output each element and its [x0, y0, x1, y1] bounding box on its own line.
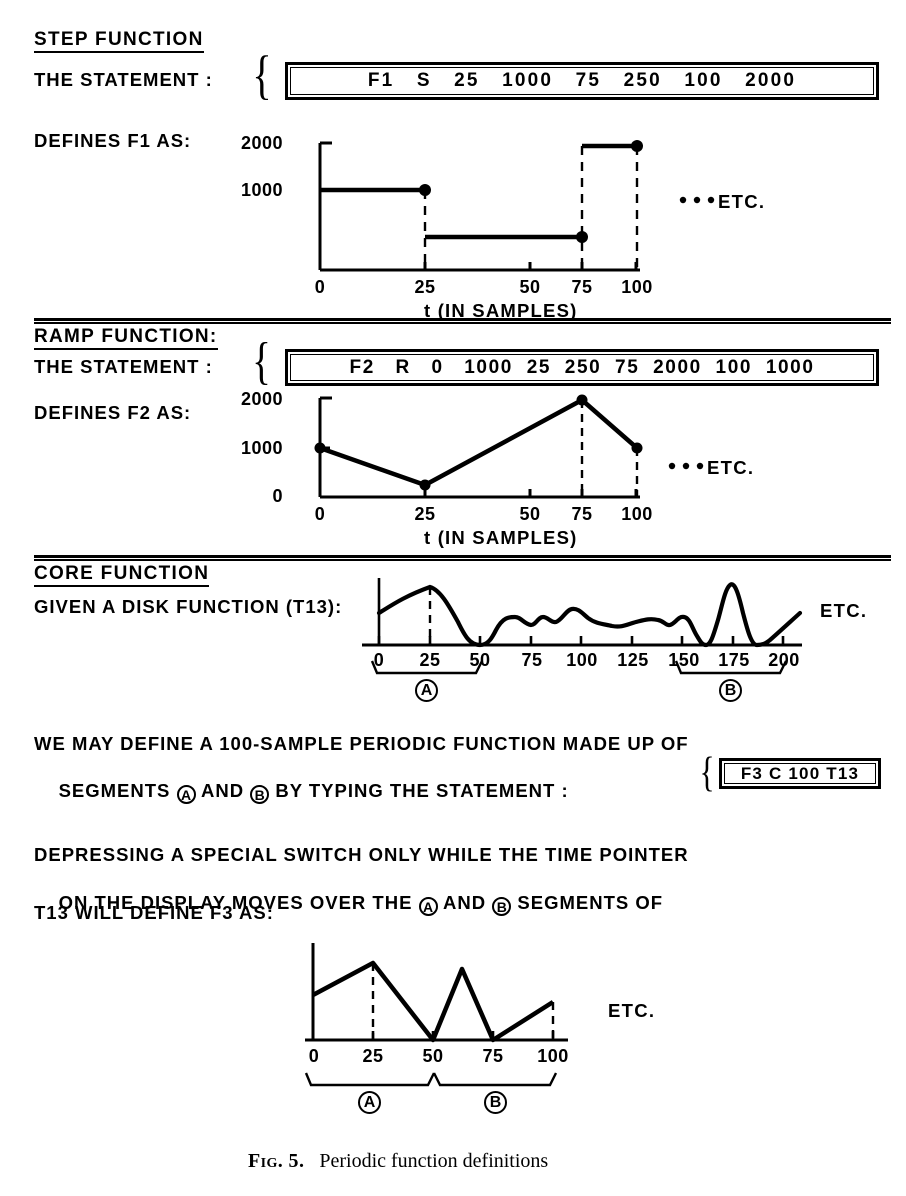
section-divider-1	[34, 318, 891, 324]
core-etc-label: ETC.	[820, 600, 868, 621]
step-function-chart	[318, 140, 715, 272]
result-x-tick-75: 75	[482, 1046, 504, 1066]
core-statement-brace: {	[699, 750, 715, 796]
ramp-y-tick-2000: 2000	[240, 389, 283, 409]
ramp-statement-brace: {	[252, 333, 271, 390]
core-x-tick-75: 75	[521, 650, 543, 670]
core-x-tick-0: 0	[373, 650, 385, 670]
result-x-tick-50: 50	[422, 1046, 444, 1066]
figure-page: STEP FUNCTION THE STATEMENT : { F1 S 25 …	[34, 30, 891, 1172]
core-inline2-segment-a-marker: A	[418, 897, 438, 917]
core-paragraph2-line3: T13 WILL DEFINE F3 AS:	[34, 902, 274, 923]
core-inline-segment-a-marker: A	[176, 785, 196, 805]
core-paragraph2-line2: ON THE DISPLAY MOVES OVER THE A AND B SE…	[34, 874, 663, 936]
result-x-tick-100: 100	[537, 1046, 569, 1066]
core-inline-segment-b-marker: B	[250, 785, 270, 805]
core-segment-a-marker: A	[415, 679, 438, 702]
step-x-axis-caption: t (IN SAMPLES)	[424, 300, 578, 321]
step-x-tick-0: 0	[314, 277, 326, 297]
figure-caption-text: Periodic function definitions	[319, 1150, 549, 1172]
core-given-lead: GIVEN A DISK FUNCTION (T13):	[34, 596, 343, 617]
step-x-tick-50: 50	[519, 277, 541, 297]
section-divider-2	[34, 555, 891, 561]
core-x-tick-25: 25	[419, 650, 441, 670]
step-x-tick-100: 100	[621, 277, 653, 297]
periodic-function-f3-chart	[304, 943, 568, 1087]
core-segment-b-marker: B	[719, 679, 742, 702]
ramp-function-chart	[314, 394, 704, 499]
result-segment-b-marker: B	[484, 1091, 507, 1114]
section-title-core-function: CORE FUNCTION	[34, 564, 210, 587]
ramp-x-tick-50: 50	[519, 504, 541, 524]
result-etc-label: ETC.	[608, 1000, 656, 1021]
section-title-step-function: STEP FUNCTION	[34, 30, 204, 53]
core-paragraph2-and-word: AND	[443, 892, 487, 914]
core-paragraph1-segments-word: SEGMENTS	[58, 780, 171, 802]
step-x-tick-25: 25	[414, 277, 436, 297]
result-x-tick-0: 0	[308, 1046, 320, 1066]
core-x-tick-175: 175	[718, 650, 750, 670]
ramp-x-axis-caption: t (IN SAMPLES)	[424, 527, 578, 548]
core-paragraph2-segments-words: SEGMENTS OF	[517, 892, 664, 914]
core-paragraph2-display-words: ON THE DISPLAY MOVES OVER THE	[58, 892, 413, 914]
step-statement-brace: {	[252, 45, 272, 105]
core-x-tick-125: 125	[617, 650, 649, 670]
ramp-defines-lead: DEFINES F2 AS:	[34, 402, 192, 423]
core-paragraph1-line2: SEGMENTS A AND B BY TYPING THE STATEMENT…	[34, 762, 569, 824]
core-x-tick-100: 100	[566, 650, 598, 670]
disk-function-t13-chart	[362, 578, 803, 675]
core-x-tick-200: 200	[768, 650, 800, 670]
ramp-y-tick-0: 0	[272, 486, 283, 506]
ramp-etc-label: ETC.	[707, 457, 755, 478]
ramp-statement-lead: THE STATEMENT :	[34, 356, 213, 377]
step-statement-text: F1 S 25 1000 75 250 100 2000	[367, 70, 797, 91]
core-paragraph1-typing-words: BY TYPING THE STATEMENT :	[275, 780, 569, 802]
ramp-x-tick-75: 75	[571, 504, 593, 524]
ramp-y-tick-1000: 1000	[240, 438, 283, 458]
figure-caption-number: Fig. 5.	[248, 1150, 305, 1172]
core-statement-box[interactable]: F3 C 100 T13	[719, 758, 881, 789]
core-inline2-segment-b-marker: B	[492, 897, 512, 917]
core-paragraph1-and-word: AND	[201, 780, 245, 802]
ramp-x-tick-0: 0	[314, 504, 326, 524]
step-defines-lead: DEFINES F1 AS:	[34, 130, 192, 151]
step-x-tick-75: 75	[571, 277, 593, 297]
step-etc-label: ETC.	[718, 191, 766, 212]
ramp-statement-text: F2 R 0 1000 25 250 75 2000 100 1000	[349, 356, 815, 378]
core-x-tick-150: 150	[668, 650, 700, 670]
figure-caption: Fig. 5. Periodic function definitions	[228, 1127, 548, 1196]
section-title-ramp-function: RAMP FUNCTION:	[34, 327, 218, 350]
core-x-tick-50: 50	[469, 650, 491, 670]
result-segment-a-marker: A	[358, 1091, 381, 1114]
result-x-tick-25: 25	[362, 1046, 384, 1066]
core-statement-text: F3 C 100 T13	[740, 763, 860, 783]
ramp-statement-box[interactable]: F2 R 0 1000 25 250 75 2000 100 1000	[285, 349, 879, 386]
step-y-tick-2000: 2000	[240, 133, 283, 153]
ramp-x-tick-100: 100	[621, 504, 653, 524]
ramp-x-tick-25: 25	[414, 504, 436, 524]
step-y-tick-1000: 1000	[240, 180, 283, 200]
core-paragraph2-line1: DEPRESSING A SPECIAL SWITCH ONLY WHILE T…	[34, 844, 689, 865]
core-paragraph1-line1: WE MAY DEFINE A 100-SAMPLE PERIODIC FUNC…	[34, 733, 689, 754]
step-statement-lead: THE STATEMENT :	[34, 69, 213, 90]
